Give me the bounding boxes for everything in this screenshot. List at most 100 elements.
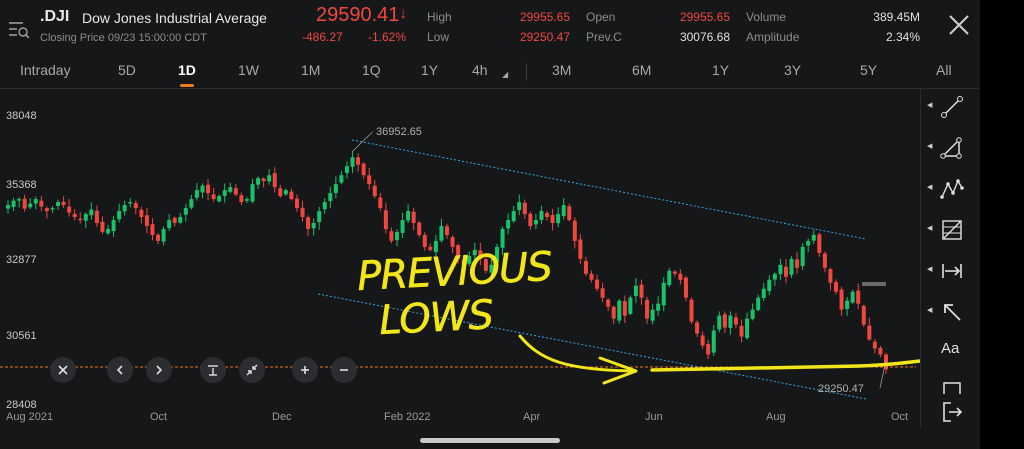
candle-body <box>150 224 155 235</box>
tab-intraday[interactable]: Intraday <box>20 62 71 78</box>
tab-3y[interactable]: 3Y <box>784 62 802 78</box>
annotation-text: PREVIOUS <box>356 244 553 300</box>
candle-body <box>133 203 138 209</box>
expand-icon[interactable]: ◀ <box>927 307 933 314</box>
pattern-tool-icon[interactable] <box>939 176 965 202</box>
candle-body <box>884 354 888 370</box>
annotation-text: LOWS <box>378 292 494 344</box>
candle-body <box>433 240 438 252</box>
period-icon[interactable] <box>200 357 226 383</box>
candle-body <box>728 315 733 328</box>
candle-body <box>461 259 466 265</box>
candle-body <box>761 288 766 298</box>
expand-icon[interactable]: ◀ <box>927 184 933 191</box>
watchlist-menu-icon[interactable] <box>8 20 30 38</box>
candle-body <box>156 234 161 241</box>
candle-body <box>328 193 333 202</box>
candle-body <box>706 343 711 355</box>
zoom-out-icon[interactable] <box>331 357 357 383</box>
text-tool[interactable]: Aa <box>941 340 960 357</box>
candle-body <box>456 245 461 259</box>
tab-1d[interactable]: 1D <box>178 62 196 87</box>
tab-1y-minute[interactable]: 1Y <box>421 62 439 78</box>
candle-body <box>278 188 283 197</box>
expand-icon[interactable]: ◀ <box>927 225 933 232</box>
candle-body <box>700 335 705 346</box>
candle-body <box>500 228 505 248</box>
price-chart[interactable]: 36952.65 29250.47 PREVIOUS LOWS 38048 35368… <box>0 90 922 435</box>
stat-label-amplitude: Amplitude <box>746 30 800 44</box>
tab-4h[interactable]: 4h <box>472 62 488 78</box>
tab-1q[interactable]: 1Q <box>362 62 381 78</box>
candle-body <box>44 208 49 212</box>
candle-body <box>250 184 255 202</box>
candle-body <box>639 284 644 298</box>
tab-5y[interactable]: 5Y <box>860 62 878 78</box>
candle-body <box>578 239 583 259</box>
candle-body <box>795 259 800 268</box>
tab-all[interactable]: All <box>936 62 952 78</box>
candle-body <box>239 195 244 203</box>
candle-body <box>28 203 33 208</box>
candle-body <box>161 228 166 242</box>
close-icon[interactable] <box>50 357 76 383</box>
candle-body <box>333 184 338 193</box>
candle-body <box>750 309 755 319</box>
candle-body <box>94 210 99 223</box>
tab-6m[interactable]: 6M <box>632 62 652 78</box>
tab-3m[interactable]: 3M <box>552 62 572 78</box>
down-arrow-icon: ↓ <box>399 5 407 22</box>
channel-line-lower <box>317 293 867 400</box>
x-axis-label: Oct <box>891 411 909 423</box>
tab-1m[interactable]: 1M <box>301 62 321 78</box>
candle-body <box>822 253 827 268</box>
candle-body <box>211 194 216 200</box>
candle-body <box>695 322 700 334</box>
candle-body <box>445 226 449 235</box>
expand-icon[interactable]: ◀ <box>927 266 933 273</box>
candle-body <box>267 175 272 182</box>
line-tool-icon[interactable] <box>939 94 965 120</box>
candle-body <box>683 277 688 298</box>
candle-body <box>478 250 483 259</box>
candle-body <box>850 291 855 303</box>
home-indicator[interactable] <box>420 438 560 443</box>
close-icon[interactable] <box>946 12 972 38</box>
x-axis-label: Apr <box>523 411 541 423</box>
candle-body <box>378 197 383 209</box>
price-marker <box>862 282 886 286</box>
candle-body <box>228 187 233 192</box>
candle-body <box>61 201 66 206</box>
x-axis-label: Jun <box>645 411 663 423</box>
dropdown-caret-icon[interactable]: ◢ <box>502 70 509 79</box>
tab-1y[interactable]: 1Y <box>712 62 730 78</box>
candle-body <box>545 213 550 218</box>
arrow-tool-icon[interactable] <box>939 299 965 325</box>
candle-body <box>867 325 872 340</box>
measure-tool-icon[interactable] <box>939 258 965 284</box>
candle-body <box>194 190 199 198</box>
candle-body <box>872 341 877 349</box>
fib-tool-icon[interactable] <box>939 217 965 243</box>
collapse-icon[interactable] <box>239 357 265 383</box>
prev-icon[interactable] <box>107 357 133 383</box>
tab-1w[interactable]: 1W <box>238 62 259 78</box>
low-price-label: 29250.47 <box>818 383 864 395</box>
candle-body <box>561 205 566 217</box>
candle-body <box>272 173 277 188</box>
zoom-in-icon[interactable] <box>292 357 318 383</box>
expand-icon[interactable]: ◀ <box>927 102 933 109</box>
rect-tool-icon[interactable] <box>939 378 965 404</box>
price-change-percent: -1.62% <box>368 30 407 44</box>
candle-body <box>89 209 94 216</box>
export-icon[interactable] <box>939 399 965 425</box>
next-icon[interactable] <box>146 357 172 383</box>
candle-body <box>628 297 633 314</box>
candle-body <box>344 166 349 173</box>
candle-body <box>222 190 227 196</box>
triangle-tool-icon[interactable] <box>939 135 965 161</box>
tab-5d[interactable]: 5D <box>118 62 136 78</box>
y-axis-label: 32877 <box>6 254 37 266</box>
expand-icon[interactable]: ◀ <box>927 143 933 150</box>
